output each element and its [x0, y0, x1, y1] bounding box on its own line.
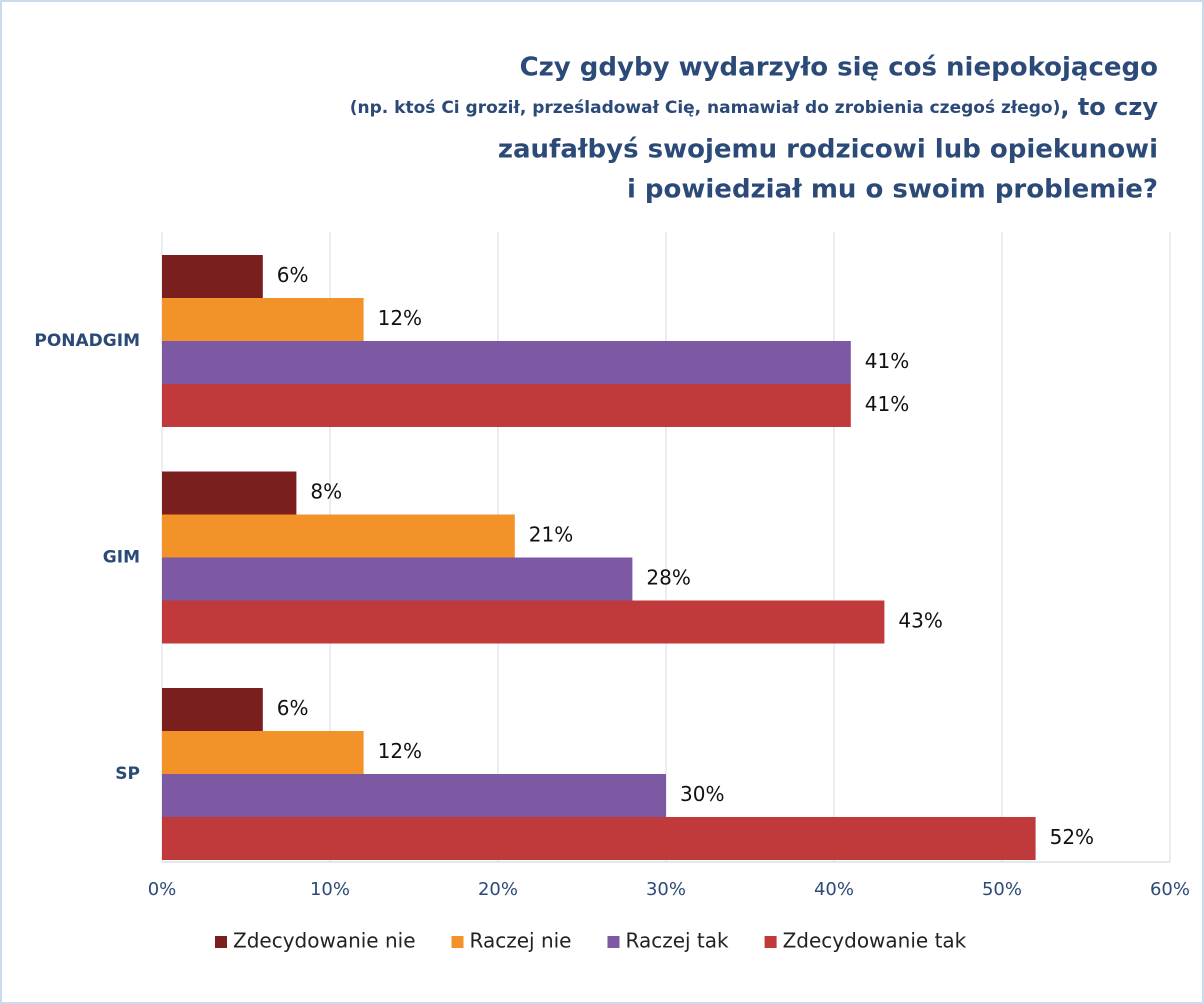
- data-label: 41%: [865, 349, 909, 373]
- bar: [162, 688, 263, 731]
- y-tick-label: SP: [115, 764, 140, 784]
- bar: [162, 514, 515, 558]
- data-label: 41%: [865, 392, 909, 416]
- x-tick-label: 30%: [646, 879, 686, 900]
- legend-label: Zdecydowanie tak: [783, 929, 967, 953]
- data-label: 6%: [277, 696, 309, 720]
- bar: [162, 774, 666, 817]
- x-tick-label: 40%: [814, 879, 854, 900]
- data-label: 30%: [680, 782, 724, 806]
- bar: [162, 557, 633, 601]
- bar: [162, 600, 885, 644]
- legend-swatch: [764, 936, 777, 948]
- chart-title: zaufałbyś swojemu rodzicowi lub opiekuno…: [498, 135, 1158, 165]
- legend-swatch: [215, 936, 227, 948]
- x-tick-label: 50%: [982, 879, 1022, 900]
- data-label: 12%: [378, 306, 422, 330]
- bar: [162, 384, 851, 427]
- data-label: 28%: [646, 566, 690, 590]
- data-label: 8%: [310, 480, 342, 504]
- data-label: 52%: [1050, 825, 1094, 849]
- data-label: 6%: [277, 263, 309, 287]
- legend-swatch: [451, 936, 464, 948]
- x-tick-label: 60%: [1150, 879, 1190, 900]
- bar: [162, 341, 851, 384]
- bar: [162, 471, 297, 515]
- x-tick-label: 0%: [148, 879, 177, 900]
- legend-label: Raczej nie: [470, 929, 572, 953]
- chart-title: (np. ktoś Ci groził, prześladował Cię, n…: [350, 93, 1159, 121]
- bar: [162, 817, 1036, 860]
- bar: [162, 298, 364, 341]
- legend-label: Zdecydowanie nie: [233, 929, 416, 953]
- chart-title-part: (np. ktoś Ci groził, prześladował Cię, n…: [350, 98, 1061, 118]
- data-label: 43%: [898, 609, 942, 633]
- bar: [162, 255, 263, 298]
- chart-title: i powiedział mu o swoim problemie?: [627, 175, 1158, 205]
- chart-title: Czy gdyby wydarzyło się coś niepokojąceg…: [520, 53, 1158, 83]
- y-tick-label: PONADGIM: [34, 331, 140, 351]
- x-tick-label: 20%: [478, 879, 518, 900]
- data-label: 12%: [378, 739, 422, 763]
- legend-label: Raczej tak: [625, 929, 729, 953]
- x-tick-label: 10%: [310, 879, 350, 900]
- y-tick-label: GIM: [103, 548, 140, 568]
- legend-swatch: [607, 936, 620, 948]
- chart-title-part: , to czy: [1060, 93, 1158, 121]
- data-label: 21%: [529, 523, 573, 547]
- bar: [162, 731, 364, 774]
